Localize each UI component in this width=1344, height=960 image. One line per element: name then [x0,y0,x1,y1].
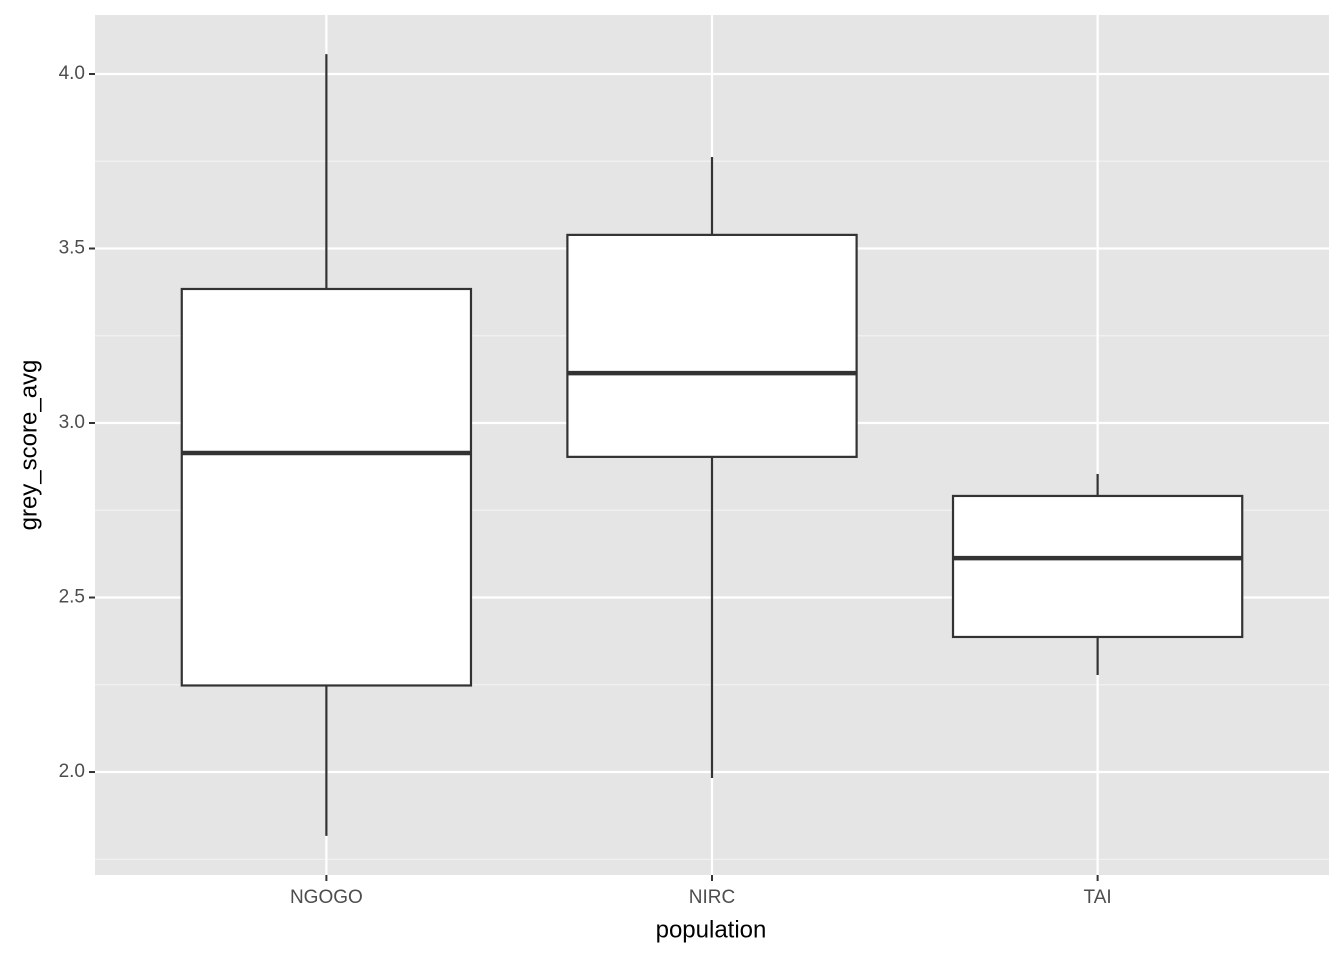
y-tick-label: 2.5 [59,587,85,608]
x-tick-label: NGOGO [290,887,363,908]
y-tick-label: 2.0 [59,761,85,782]
y-tick-label: 3.5 [59,238,85,259]
x-axis-title: population [656,916,767,943]
y-tick-label: 3.0 [59,412,85,433]
box [180,287,473,687]
y-axis-title: grey_score_avg [15,360,42,531]
box [951,494,1244,639]
x-tick-label: TAI [1084,887,1112,908]
y-tick-label: 4.0 [59,63,85,84]
box [566,233,858,458]
x-tick-label: NIRC [689,887,735,908]
